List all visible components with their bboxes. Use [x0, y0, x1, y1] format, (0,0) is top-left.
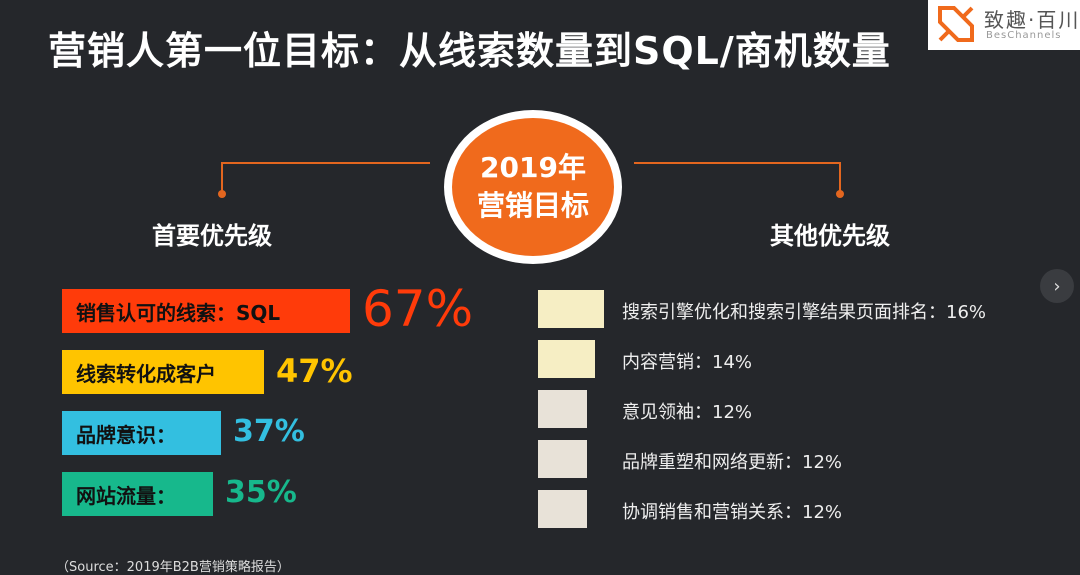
next-slide-button[interactable]: › [1040, 269, 1074, 303]
primary-bar-label: 销售认可的线索：SQL [76, 300, 281, 325]
primary-value-label: 47% [276, 352, 353, 391]
chevron-right-icon: › [1053, 275, 1061, 297]
other-bar-label: 品牌重塑和网络更新：12% [622, 452, 843, 473]
connector-right-dot [836, 190, 844, 198]
primary-value-label: 37% [233, 414, 305, 450]
primary-bar-4: 网站流量： [62, 472, 213, 516]
primary-heading: 首要优先级 [152, 222, 272, 250]
primary-value-label: 67% [362, 280, 474, 338]
other-heading: 其他优先级 [770, 222, 890, 250]
other-bar-3 [538, 390, 587, 428]
other-bar-label: 协调销售和营销关系：12% [622, 502, 843, 523]
other-bar-2 [538, 340, 595, 378]
brand-logo: 致趣·百川 BesChannels [928, 0, 1080, 50]
connector-left-drop [221, 162, 223, 192]
primary-bar-label: 品牌意识： [76, 422, 176, 447]
other-bar-1 [538, 290, 604, 328]
source-note: （Source：2019年B2B营销策略报告） [56, 560, 290, 575]
other-bar-4 [538, 440, 587, 478]
other-bar-label: 内容营销：14% [622, 352, 753, 373]
connector-left-dot [218, 190, 226, 198]
logo-text: 致趣·百川 [984, 8, 1080, 32]
goal-year: 2019年 [480, 151, 586, 184]
connector-right [634, 162, 840, 164]
other-bar-label: 意见领袖：12% [622, 402, 753, 423]
connector-left [222, 162, 430, 164]
primary-bar-2: 线索转化成客户 [62, 350, 264, 394]
goal-circle: 2019年 营销目标 [452, 118, 614, 256]
other-bar-5 [538, 490, 587, 528]
connector-right-drop [839, 162, 841, 192]
other-bar-label: 搜索引擎优化和搜索引擎结果页面排名：16% [622, 302, 987, 323]
page-title: 营销人第一位目标：从线索数量到SQL/商机数量 [48, 29, 891, 73]
logo-subtext: BesChannels [986, 30, 1062, 41]
primary-bar-1: 销售认可的线索：SQL [62, 289, 350, 333]
primary-bar-3: 品牌意识： [62, 411, 221, 455]
primary-bar-label: 网站流量： [76, 483, 176, 508]
primary-bar-label: 线索转化成客户 [76, 361, 216, 386]
logo-mark-icon [938, 6, 974, 42]
goal-label: 营销目标 [476, 189, 589, 222]
primary-value-label: 35% [225, 475, 297, 511]
